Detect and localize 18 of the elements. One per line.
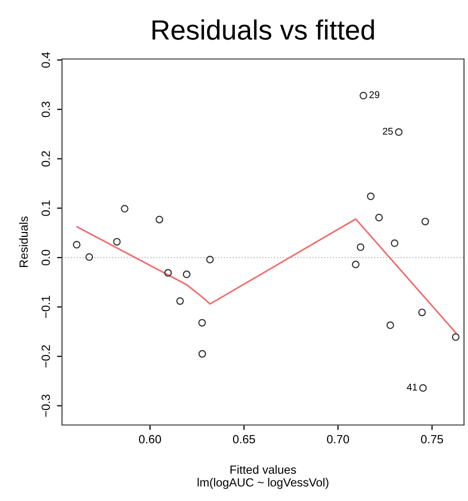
x-tick-label: 0.75 [421,435,444,444]
x-tick-label: 0.65 [232,435,256,444]
y-tick-label: 0.4 [42,52,50,68]
y-tick-label: 0.0 [42,250,50,266]
annotation: 29 [369,91,380,98]
y-tick-label: −0.1 [42,296,50,318]
y-tick-label: −0.2 [42,345,50,368]
x-axis-title: Fitted values lm(logAUC ~ logVessVol) [198,465,328,489]
chart-title: Residuals vs fitted [152,19,374,40]
y-tick-label: −0.3 [42,394,50,417]
y-axis-title: Residuals [19,216,28,267]
annotation: 25 [382,128,393,135]
y-tick-label: 0.2 [42,151,50,167]
y-tick-label: 0.1 [42,200,50,216]
annotation: 41 [406,384,417,390]
x-tick-label: 0.60 [138,435,162,444]
y-tick-label: 0.3 [42,102,50,118]
x-tick-label: 0.70 [326,435,350,444]
